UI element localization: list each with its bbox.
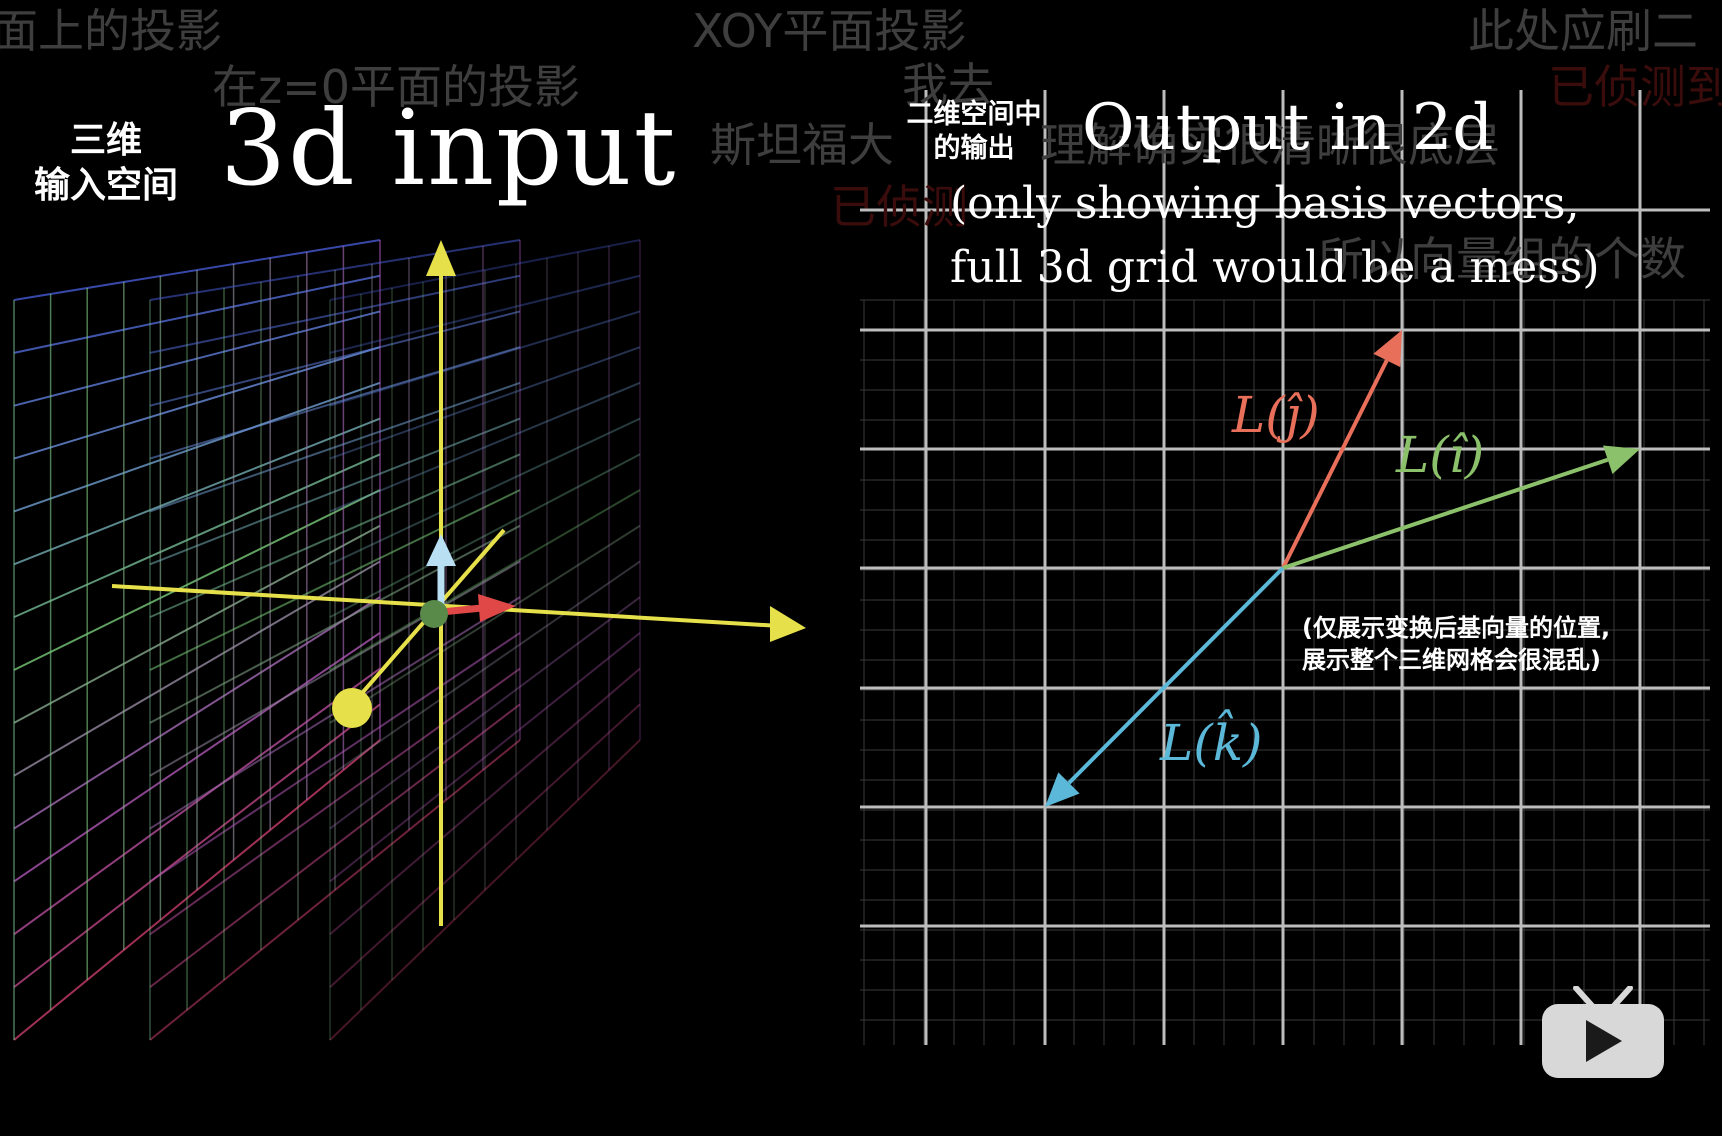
output-space-cn-label: 二维空间中 的输出 [888, 98, 1060, 166]
cn-label-line: 三维 [69, 120, 142, 161]
grid-line [329, 310, 641, 407]
grid-line [149, 560, 521, 777]
danmaku-comment: 理解确实很清晰很底层 [1040, 118, 1500, 172]
grid-line [149, 524, 521, 724]
basis-note-line: (only showing basis vectors, [950, 178, 1580, 229]
vector-k-shaft [1067, 566, 1285, 785]
grid-line [329, 632, 641, 883]
cn-label-line: 的输出 [933, 132, 1015, 164]
basis-i-3d-head [478, 594, 516, 622]
vector-label-i: L(î) [1396, 426, 1485, 484]
danmaku-comment: 已侦测到 [1548, 60, 1722, 114]
grid-line [329, 453, 641, 619]
input-title: 3d input [220, 87, 678, 209]
grid-line [329, 239, 641, 301]
grid-line [329, 381, 641, 513]
cn-note-line: 展示整个三维网格会很混乱) [1302, 646, 1601, 675]
vector-k-head [1045, 772, 1080, 807]
grid-line [329, 274, 641, 354]
play-button[interactable] [1540, 985, 1666, 1082]
danmaku-comment: 面上的投影 [0, 4, 222, 58]
danmaku-comment: 我去 [902, 58, 994, 112]
z-axis-arrowhead [426, 240, 456, 276]
danmaku-comment: 斯坦福大 [710, 118, 894, 172]
vector-label-j: L(ĵ) [1232, 386, 1320, 444]
x-axis-arrowhead [770, 606, 806, 642]
cn-label-line: 二维空间中 [906, 99, 1042, 130]
basis-note-line: full 3d grid would be a mess) [950, 242, 1600, 293]
cn-label-line: 输入空间 [33, 165, 178, 206]
cn-note: (仅展示变换后基向量的位置, 展示整个三维网格会很混乱) [1302, 612, 1610, 677]
grid-line [149, 739, 521, 1041]
grid-line [329, 560, 641, 777]
grid-line [329, 417, 641, 566]
x-axis-line [111, 584, 781, 628]
grid-line [149, 274, 521, 354]
grid-line [329, 524, 641, 724]
grid-line [149, 489, 521, 671]
grid-line [329, 667, 641, 936]
grid-line [329, 489, 641, 671]
cn-note-line: (仅展示变换后基向量的位置, [1302, 614, 1611, 642]
vector-j-head [1373, 330, 1402, 368]
danmaku-comment: 在z=0平面的投影 [212, 60, 580, 114]
2d-output-grid [860, 90, 1710, 1045]
input-space-cn-label: 三维 输入空间 [18, 118, 194, 208]
vector-j-shaft [1281, 359, 1389, 569]
grid-line [149, 381, 521, 513]
vector-i-shaft [1282, 457, 1609, 570]
grid-line [149, 417, 521, 566]
grid-line [329, 739, 641, 1041]
3d-axes [111, 240, 806, 926]
grid-line [149, 667, 521, 936]
basis-k-3d-head [426, 534, 456, 566]
danmaku-comment: 所以向量组的个数 [1318, 232, 1686, 286]
output-title: Output in 2d [1082, 91, 1494, 165]
danmaku-comment: 已侦测 [830, 180, 968, 234]
danmaku-comment: XOY平面投影 [692, 4, 967, 58]
vector-label-k: L(k̂) [1160, 714, 1263, 772]
y-axis-arrowhead [332, 688, 372, 728]
origin-point [420, 600, 448, 628]
grid-line [149, 310, 521, 407]
vector-i-head [1603, 445, 1640, 474]
grid-line [149, 346, 521, 460]
3d-grid-planes [13, 239, 641, 1041]
grid-line [149, 703, 521, 988]
grid-line [329, 596, 641, 830]
danmaku-comment: 此处应刷二 [1468, 4, 1698, 58]
grid-line [149, 632, 521, 883]
grid-line [329, 346, 641, 460]
basis-i-3d [440, 604, 483, 616]
grid-line [149, 239, 521, 301]
bilibili-tv-play-icon [1542, 985, 1664, 1078]
grid-line [329, 703, 641, 988]
output-basis-vectors [1045, 330, 1640, 807]
